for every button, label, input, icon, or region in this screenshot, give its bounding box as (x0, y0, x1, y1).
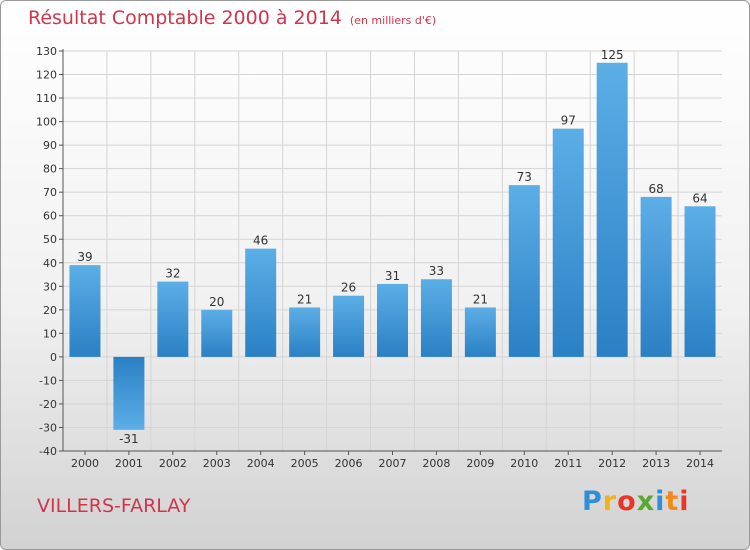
data-label-2006: 26 (341, 281, 356, 295)
bar-2010 (508, 185, 540, 357)
data-label-2002: 32 (165, 267, 180, 281)
x-tick-label: 2007 (379, 457, 407, 470)
data-label-2012: 125 (601, 48, 624, 62)
y-tick-label: 60 (43, 210, 57, 223)
bar-2005 (289, 307, 321, 357)
y-tick-label: 130 (36, 45, 57, 58)
bar-2007 (377, 283, 408, 357)
x-tick-label: 2003 (203, 457, 231, 470)
x-tick-label: 2000 (71, 457, 99, 470)
x-tick-label: 2004 (247, 457, 275, 470)
data-label-2011: 97 (561, 114, 576, 128)
y-tick-label: 50 (43, 233, 57, 246)
data-label-2000: 39 (77, 250, 92, 264)
x-tick-label: 2005 (291, 457, 319, 470)
y-tick-label: 80 (43, 163, 57, 176)
bar-2006 (333, 295, 365, 357)
y-tick-label: 30 (43, 280, 57, 293)
logo-letter: x (636, 486, 656, 517)
data-label-2013: 68 (648, 182, 663, 196)
bars (69, 62, 716, 430)
bar-2012 (596, 62, 628, 357)
bar-2014 (684, 206, 716, 357)
y-tick-label: 120 (36, 69, 57, 82)
bar-2000 (69, 265, 101, 357)
y-tick-label: 90 (43, 139, 57, 152)
data-label-2007: 31 (385, 269, 400, 283)
y-tick-label: 0 (50, 351, 57, 364)
bar-2002 (157, 281, 189, 357)
bar-2004 (245, 248, 277, 357)
logo-letter: i (679, 486, 690, 517)
x-tick-label: 2002 (159, 457, 187, 470)
data-label-2009: 21 (473, 292, 488, 306)
logo-letter: o (617, 486, 637, 517)
x-tick-label: 2009 (466, 457, 494, 470)
data-labels: 39 -31 32 20 46 21 26 31 33 21 73 97 125 68 64 (77, 48, 707, 446)
bar-2009 (464, 307, 496, 357)
logo-letter: r (602, 486, 618, 517)
proxiti-logo[interactable]: Proxiti (582, 486, 690, 517)
chart-title-unit: (en milliers d'€) (349, 14, 437, 27)
x-tick-label: 2011 (554, 457, 582, 470)
y-tick-label: 20 (43, 304, 57, 317)
x-tick-label: 2001 (115, 457, 143, 470)
y-tick-label: 100 (36, 116, 57, 129)
location-name: VILLERS-FARLAY (37, 495, 191, 517)
data-label-2005: 21 (297, 292, 312, 306)
data-label-2001: -31 (119, 432, 139, 446)
x-tick-label: 2012 (598, 457, 626, 470)
data-label-2010: 73 (517, 170, 532, 184)
x-tick-label: 2013 (642, 457, 670, 470)
y-tick-label: 40 (43, 257, 57, 270)
data-label-2014: 64 (692, 191, 707, 205)
y-tick-label: 10 (43, 327, 57, 340)
bar-2003 (201, 309, 233, 357)
logo-letter: P (582, 486, 603, 517)
logo-letter: i (655, 486, 666, 517)
bar-2013 (640, 196, 672, 357)
bar-2008 (420, 279, 452, 357)
data-label-2003: 20 (209, 295, 224, 309)
data-label-2008: 33 (429, 264, 444, 278)
y-tick-label: -10 (39, 374, 57, 387)
x-tick-label: 2006 (335, 457, 363, 470)
bar-2011 (552, 128, 584, 357)
y-tick-label: -40 (39, 445, 57, 458)
y-tick-label: 110 (36, 92, 57, 105)
x-tick-label: 2014 (686, 457, 714, 470)
logo-letter: t (665, 486, 680, 517)
axes: 1301201101009080706050403020100-10-20-30… (36, 45, 722, 470)
chart-title: Résultat Comptable 2000 à 2014 (en millie… (28, 7, 436, 29)
y-tick-label: -30 (39, 421, 57, 434)
data-label-2004: 46 (253, 234, 268, 248)
x-tick-label: 2010 (510, 457, 538, 470)
bar-2001 (113, 356, 145, 430)
y-tick-label: 70 (43, 186, 57, 199)
x-tick-label: 2008 (422, 457, 450, 470)
chart-title-main: Résultat Comptable 2000 à 2014 (28, 7, 342, 29)
y-tick-label: -20 (39, 398, 57, 411)
